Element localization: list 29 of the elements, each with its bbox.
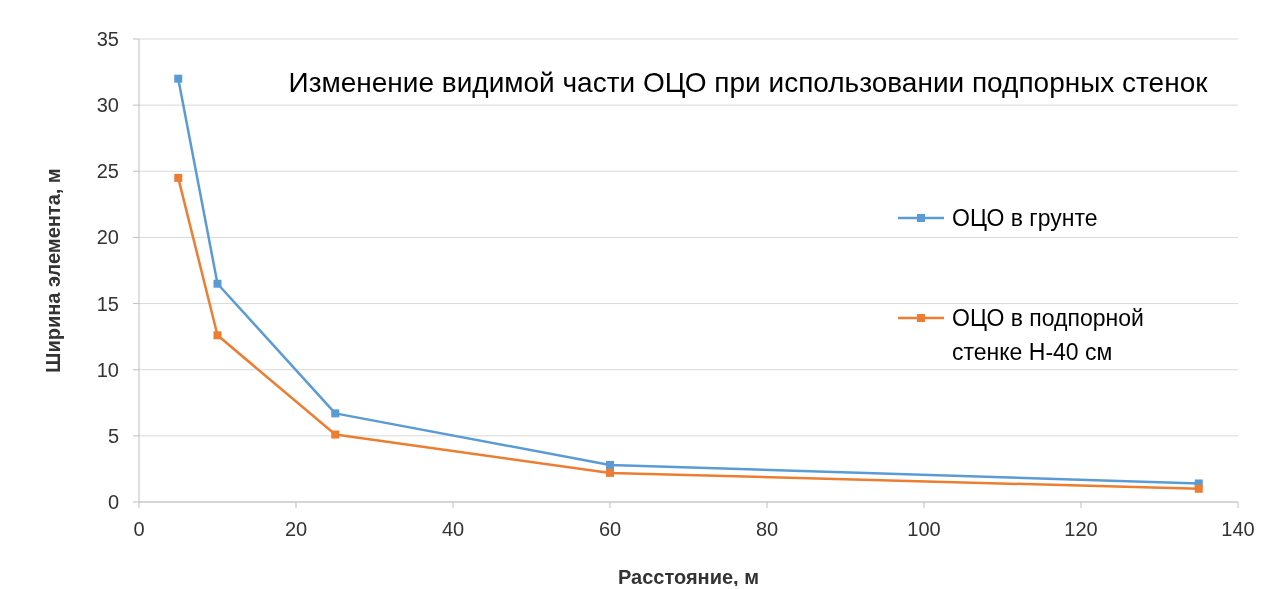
legend-label: ОЦО в грунте	[952, 205, 1098, 231]
y-tick-label: 25	[96, 160, 119, 183]
x-tick-label: 0	[133, 518, 145, 540]
y-tick-label: 10	[96, 358, 119, 381]
point	[606, 468, 614, 477]
y-tick-label: 0	[107, 491, 119, 513]
y-tick-label: 20	[96, 226, 119, 249]
point	[606, 460, 614, 469]
legend-label: ОЦО в подпорной стенке Н-40 см	[952, 305, 1144, 365]
point	[174, 173, 183, 182]
x-tick-label: 60	[598, 518, 622, 540]
point	[331, 409, 340, 418]
y-axis-title: Ширина элемента, м	[42, 168, 64, 373]
x-tick-label: 80	[755, 518, 779, 540]
x-tick-label: 40	[441, 518, 465, 540]
x-tick-label: 100	[907, 518, 941, 540]
x-tick-label: 140	[1221, 518, 1255, 540]
y-tick-label: 5	[107, 424, 119, 447]
y-tick-label: 30	[96, 94, 119, 117]
text: Изменение видимой части ОЦО при использовании подпорных стенок	[288, 67, 1209, 98]
point	[213, 279, 222, 288]
point	[174, 74, 183, 83]
point	[331, 430, 340, 439]
y-tick-label: 35	[96, 28, 119, 50]
point	[213, 331, 222, 340]
x-tick-label: 20	[284, 518, 308, 540]
x-tick-label: 120	[1064, 518, 1098, 540]
y-tick-label: 15	[96, 292, 119, 315]
point	[1194, 484, 1203, 493]
